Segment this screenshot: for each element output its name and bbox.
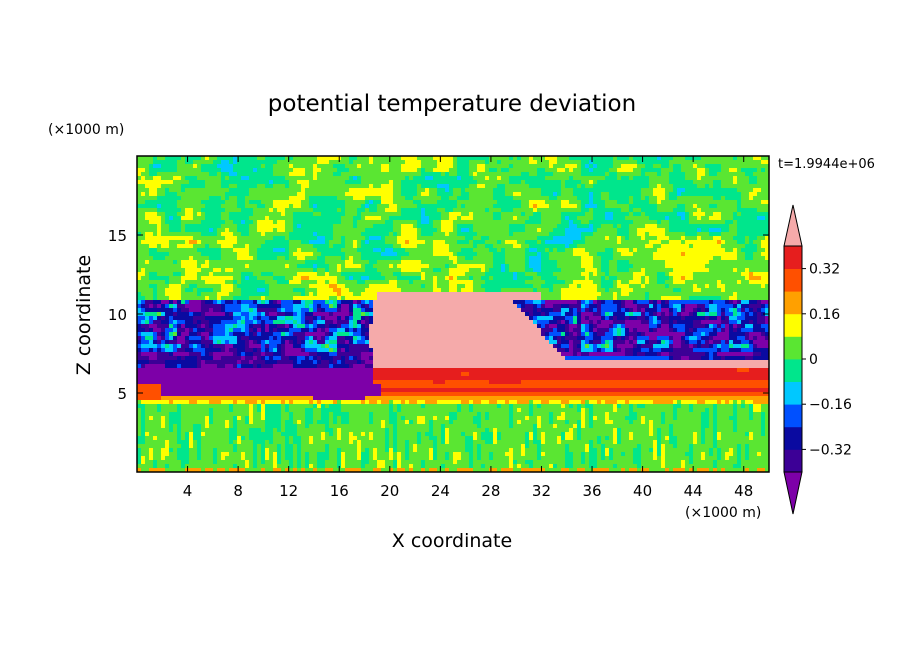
x-tick-label: 44 [684,482,703,500]
temperature-field [137,156,769,472]
x-tick-label: 4 [183,482,193,500]
x-tick-label: 28 [481,482,500,500]
colorbar-segment [784,336,802,360]
y-tick-label: 10 [108,306,127,324]
x-tick-label: 12 [279,482,298,500]
colorbar: 0.32 0.16 0 −0.16 −0.32 [783,204,852,515]
y-axis-title: Z coordinate [73,255,95,375]
colorbar-segment [784,359,802,382]
x-tick-label: 32 [532,482,551,500]
x-tick-label: 36 [582,482,601,500]
chart-title: potential temperature deviation [268,91,636,117]
x-tick-label: 48 [734,482,753,500]
colorbar-segment [784,426,802,450]
colorbar-label: 0 [809,352,818,368]
y-unit-label: (×1000 m) [48,122,124,138]
colorbar-segment [784,404,802,428]
y-tick-label: 15 [108,227,127,245]
colorbar-label: −0.32 [809,442,852,458]
x-axis-title: X coordinate [392,530,512,552]
colorbar-segment [784,313,802,337]
colorbar-segment [784,449,802,473]
colorbar-segment [784,268,802,292]
x-tick-label: 20 [380,482,399,500]
colorbar-min-arrow [783,471,803,515]
y-tick-label: 5 [117,385,127,403]
x-tick-label: 16 [330,482,349,500]
x-axis: 4 8 12 16 20 24 28 32 36 40 44 48 [183,156,753,500]
x-tick-label: 8 [233,482,243,500]
x-tick-label: 24 [431,482,450,500]
colorbar-segment [784,246,802,269]
x-unit-label: (×1000 m) [685,505,761,521]
colorbar-label: −0.16 [809,397,852,413]
colorbar-label: 0.32 [809,262,840,278]
colorbar-segment [784,291,802,315]
x-tick-label: 40 [633,482,652,500]
colorbar-label: 0.16 [809,307,840,323]
colorbar-segment [784,381,802,405]
time-label: t=1.9944e+06 [778,157,875,172]
y-axis: 5 10 15 [108,227,769,403]
colorbar-max-arrow [783,204,803,247]
